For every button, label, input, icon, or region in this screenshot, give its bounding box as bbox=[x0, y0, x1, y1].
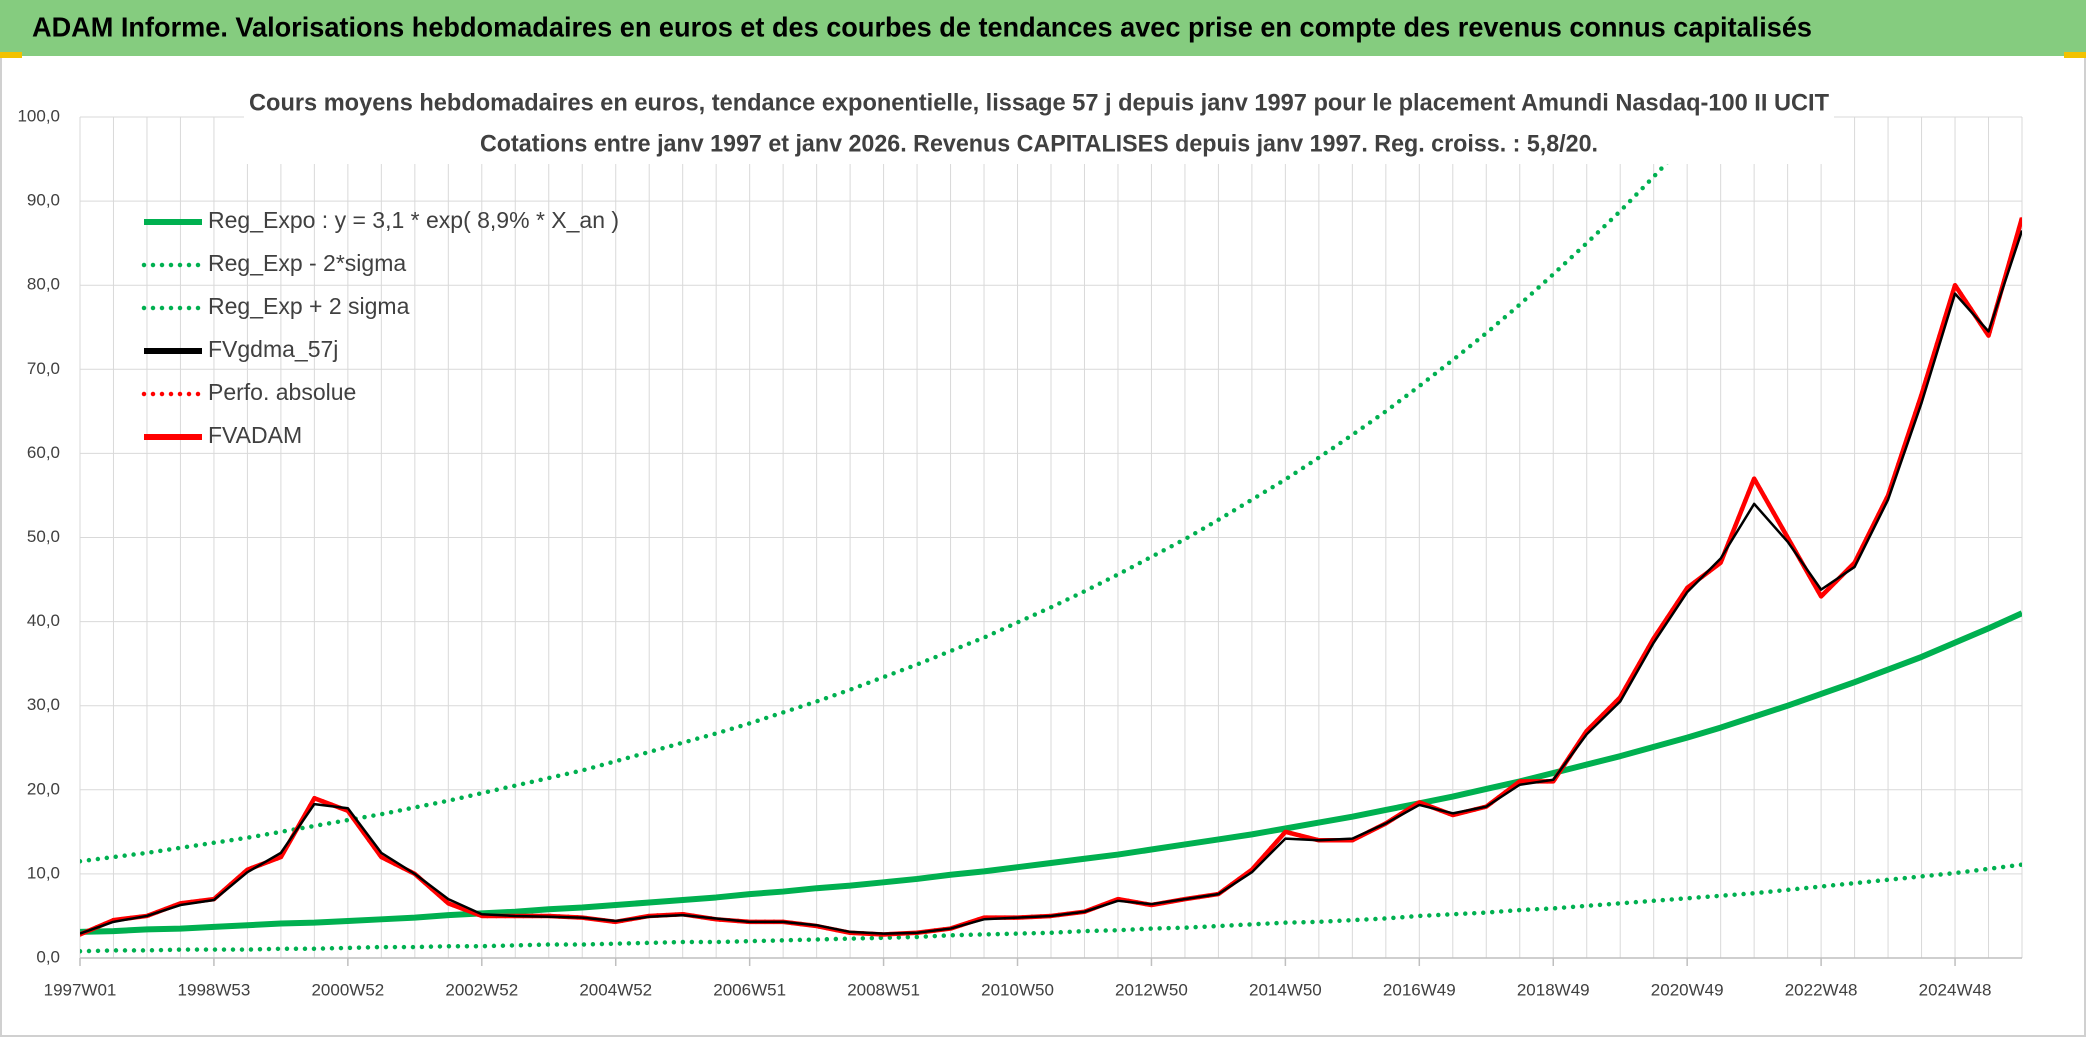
y-tick-label: 60,0 bbox=[27, 443, 60, 462]
x-tick-label: 2016W49 bbox=[1383, 980, 1456, 999]
y-tick-label: 70,0 bbox=[27, 359, 60, 378]
y-tick-label: 80,0 bbox=[27, 275, 60, 294]
y-tick-label: 30,0 bbox=[27, 695, 60, 714]
y-tick-label: 100,0 bbox=[17, 106, 60, 125]
y-tick-label: 10,0 bbox=[27, 863, 60, 882]
x-tick-label: 2002W52 bbox=[445, 980, 518, 999]
y-tick-label: 40,0 bbox=[27, 611, 60, 630]
x-tick-label: 2000W52 bbox=[311, 980, 384, 999]
y-tick-label: 0,0 bbox=[36, 947, 60, 966]
y-tick-label: 50,0 bbox=[27, 527, 60, 546]
x-tick-label: 2006W51 bbox=[713, 980, 786, 999]
x-tick-label: 2008W51 bbox=[847, 980, 920, 999]
x-tick-label: 2014W50 bbox=[1249, 980, 1322, 999]
header-title: ADAM Informe. Valorisations hebdomadaire… bbox=[32, 11, 1812, 42]
y-tick-label: 20,0 bbox=[27, 779, 60, 798]
legend-label: Reg_Exp + 2 sigma bbox=[208, 293, 410, 319]
legend-label: Reg_Exp - 2*sigma bbox=[208, 250, 406, 276]
legend-label: Perfo. absolue bbox=[208, 379, 356, 405]
x-tick-label: 2024W48 bbox=[1919, 980, 1992, 999]
header-bar bbox=[0, 0, 2086, 56]
x-tick-label: 2020W49 bbox=[1651, 980, 1724, 999]
x-tick-label: 2022W48 bbox=[1785, 980, 1858, 999]
title-background bbox=[244, 86, 1834, 164]
chart-subtitle: Cotations entre janv 1997 et janv 2026. … bbox=[480, 130, 1598, 157]
legend-label: Reg_Expo : y = 3,1 * exp( 8,9% * X_an ) bbox=[208, 207, 619, 233]
series-line bbox=[80, 862, 2022, 954]
series-line bbox=[80, 610, 2022, 935]
x-tick-label: 2018W49 bbox=[1517, 980, 1590, 999]
y-tick-label: 90,0 bbox=[27, 191, 60, 210]
x-tick-label: 2010W50 bbox=[981, 980, 1054, 999]
x-tick-label: 1998W53 bbox=[178, 980, 251, 999]
corner-mark bbox=[2064, 52, 2086, 58]
legend-label: FVADAM bbox=[208, 422, 302, 448]
x-tick-label: 2004W52 bbox=[579, 980, 652, 999]
legend: Reg_Expo : y = 3,1 * exp( 8,9% * X_an ) R… bbox=[141, 207, 619, 448]
x-tick-label: 1997W01 bbox=[44, 980, 117, 999]
x-tick-label: 2012W50 bbox=[1115, 980, 1188, 999]
legend-label: FVgdma_57j bbox=[208, 336, 338, 362]
chart-title: Cours moyens hebdomadaires en euros, ten… bbox=[249, 89, 1829, 116]
series-line bbox=[80, 230, 2022, 935]
corner-mark bbox=[0, 52, 22, 58]
